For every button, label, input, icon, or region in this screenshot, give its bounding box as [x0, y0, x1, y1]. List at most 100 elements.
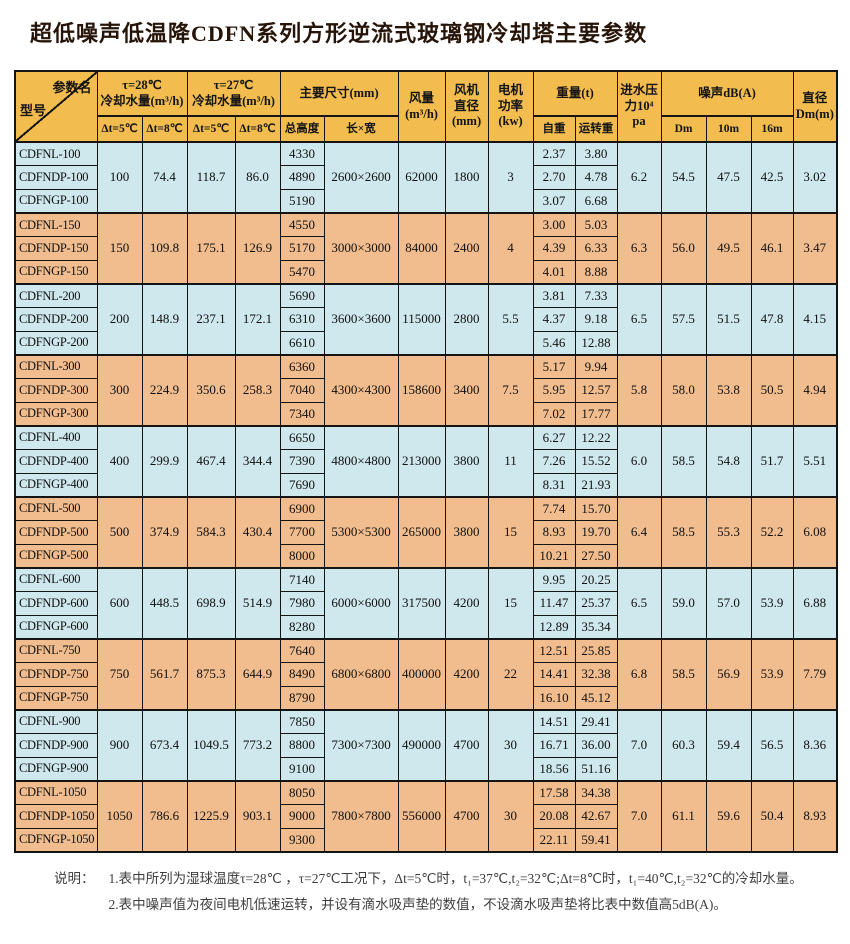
cell-run-weight: 8.88 — [574, 259, 618, 285]
model-cell: CDFNGP-900 — [14, 756, 98, 782]
cell-fan-diameter: 3400 — [444, 353, 489, 427]
cell-total-height: 7980 — [279, 590, 325, 616]
table-header: 参数名 型号 τ=28℃ 冷却水量(m³/h) τ=27℃ 冷却水量(m³/h)… — [14, 70, 838, 143]
cell-airflow: 556000 — [397, 779, 446, 853]
cell-motor-power: 11 — [487, 424, 534, 498]
cell-self-weight: 5.95 — [532, 378, 576, 403]
cell-t28-dt8: 109.8 — [141, 211, 188, 285]
cell-run-weight: 12.22 — [574, 424, 618, 451]
cell-noise-16m: 52.2 — [750, 495, 794, 569]
cell-t27-dt8: 644.9 — [234, 637, 281, 711]
cell-run-weight: 36.00 — [574, 732, 618, 758]
cell-t27-dt5: 237.1 — [186, 282, 236, 356]
cell-run-weight: 15.52 — [574, 449, 618, 474]
cell-self-weight: 12.51 — [532, 637, 576, 663]
cell-diameter: 7.79 — [792, 637, 838, 711]
cell-self-weight: 3.81 — [532, 282, 576, 309]
cell-self-weight: 7.02 — [532, 401, 576, 427]
cell-total-height: 7700 — [279, 520, 325, 545]
cell-total-height: 7340 — [279, 401, 325, 427]
cell-total-height: 6900 — [279, 495, 325, 521]
cell-airflow: 158600 — [397, 353, 446, 427]
cell-total-height: 8490 — [279, 661, 325, 687]
cell-total-height: 8800 — [279, 732, 325, 758]
cell-motor-power: 15 — [487, 495, 534, 569]
cell-motor-power: 30 — [487, 779, 534, 853]
model-cell: CDFNL-200 — [14, 282, 98, 309]
model-cell: CDFNL-500 — [14, 495, 98, 521]
cell-inlet-pressure: 6.2 — [616, 141, 662, 214]
model-cell: CDFNL-900 — [14, 708, 98, 734]
cell-self-weight: 5.17 — [532, 353, 576, 380]
subheader-t27-dt5: Δt=5℃ — [186, 115, 236, 143]
cell-total-height: 4330 — [279, 141, 325, 167]
cell-noise-dm: 54.5 — [660, 141, 707, 214]
cell-run-weight: 25.85 — [574, 637, 618, 663]
model-cell: CDFNDP-100 — [14, 165, 98, 190]
cell-noise-10m: 55.3 — [705, 495, 752, 569]
cell-noise-10m: 53.8 — [705, 353, 752, 427]
cell-total-height: 9000 — [279, 803, 325, 829]
cell-t28-dt5: 200 — [96, 282, 143, 356]
cell-run-weight: 25.37 — [574, 590, 618, 616]
model-cell: CDFNL-1050 — [14, 779, 98, 805]
table-row: CDFNL-750 750 561.7 875.3 644.9 7640 6800×6800… — [14, 637, 838, 711]
table-row: CDFNGP-300 7340 7.02 17.77 — [14, 401, 837, 427]
model-cell: CDFNGP-150 — [14, 259, 98, 285]
cell-total-height: 8000 — [279, 543, 325, 569]
cell-length-width: 4300×4300 — [323, 353, 399, 427]
cell-length-width: 2600×2600 — [323, 141, 399, 214]
cell-noise-16m: 50.5 — [750, 353, 794, 427]
model-cell: CDFNL-100 — [14, 141, 98, 167]
table-row: CDFNDP-1050 9000 20.08 42.67 — [14, 803, 837, 829]
cell-run-weight: 27.50 — [574, 543, 618, 569]
subheader-noise-10m: 10m — [705, 115, 752, 143]
cell-t28-dt5: 600 — [96, 566, 143, 640]
cell-noise-16m: 51.7 — [750, 424, 794, 498]
cell-t27-dt8: 258.3 — [234, 353, 281, 427]
cell-inlet-pressure: 6.5 — [616, 566, 662, 640]
cell-t28-dt5: 300 — [96, 353, 143, 427]
cell-motor-power: 4 — [487, 211, 534, 285]
cell-noise-dm: 56.0 — [660, 211, 707, 285]
cell-noise-dm: 61.1 — [660, 779, 707, 853]
cell-run-weight: 19.70 — [574, 520, 618, 545]
notes: 说明： 1.表中所列为湿球温度τ=28℃ ，τ=27℃工况下，Δt=5℃时，t₁… — [54, 866, 803, 918]
cell-run-weight: 9.18 — [574, 307, 618, 332]
cell-motor-power: 5.5 — [487, 282, 534, 356]
cell-fan-diameter: 4200 — [444, 637, 489, 711]
cell-noise-dm: 58.5 — [660, 495, 707, 569]
table-row: CDFNGP-100 5190 3.07 6.68 — [14, 188, 837, 214]
cell-diameter: 6.88 — [792, 566, 838, 640]
cell-total-height: 5690 — [279, 282, 325, 309]
model-cell: CDFNDP-1050 — [14, 803, 98, 829]
table-row: CDFNGP-200 6610 5.46 12.88 — [14, 330, 837, 356]
cell-length-width: 6000×6000 — [323, 566, 399, 640]
cell-total-height: 4550 — [279, 211, 325, 238]
cell-noise-10m: 49.5 — [705, 211, 752, 285]
cell-motor-power: 15 — [487, 566, 534, 640]
cell-airflow: 62000 — [397, 141, 446, 214]
cell-total-height: 6360 — [279, 353, 325, 380]
cell-self-weight: 2.37 — [532, 141, 576, 167]
cell-run-weight: 35.34 — [574, 614, 618, 640]
cell-run-weight: 3.80 — [574, 141, 618, 167]
table-row: CDFNDP-400 7390 7.26 15.52 — [14, 449, 837, 474]
table-row: CDFNDP-900 8800 16.71 36.00 — [14, 732, 837, 758]
cell-run-weight: 45.12 — [574, 685, 618, 711]
model-cell: CDFNGP-500 — [14, 543, 98, 569]
cell-noise-10m: 59.6 — [705, 779, 752, 853]
cell-t28-dt8: 673.4 — [141, 708, 188, 782]
cell-self-weight: 18.56 — [532, 756, 576, 782]
cell-total-height: 8790 — [279, 685, 325, 711]
table-row: CDFNGP-500 8000 10.21 27.50 — [14, 543, 837, 569]
cell-t28-dt8: 786.6 — [141, 779, 188, 853]
cell-noise-10m: 47.5 — [705, 141, 752, 214]
cell-self-weight: 5.46 — [532, 330, 576, 356]
cell-noise-dm: 58.5 — [660, 637, 707, 711]
cell-inlet-pressure: 6.4 — [616, 495, 662, 569]
cell-t27-dt8: 514.9 — [234, 566, 281, 640]
cell-t28-dt8: 148.9 — [141, 282, 188, 356]
cell-inlet-pressure: 6.3 — [616, 211, 662, 285]
table-body: CDFNL-100 100 74.4 118.7 86.0 4330 2600×2600 62… — [14, 141, 838, 853]
